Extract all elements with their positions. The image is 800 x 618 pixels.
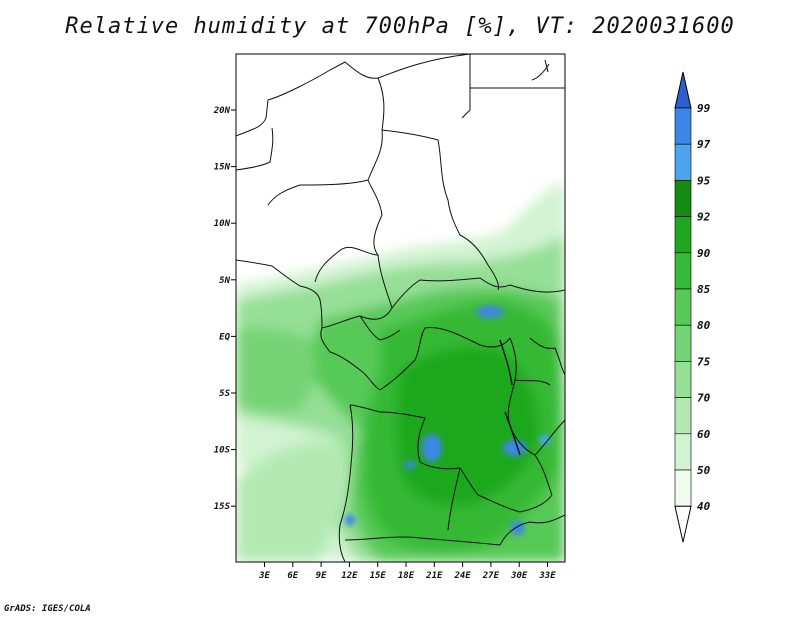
- lat-label: 5N: [219, 276, 230, 286]
- lon-label: 3E: [258, 571, 270, 581]
- lat-label: 15S: [214, 502, 231, 512]
- colorbar-label: 60: [697, 428, 711, 441]
- lat-label: 5S: [219, 389, 230, 399]
- longitude-axis: 3E 6E 9E 12E 15E 18E 21E 24E 27E 30E 33E: [258, 562, 556, 581]
- colorbar-segment: [674, 143, 692, 181]
- latitude-axis: 20N 15N 10N 5N EQ 5S 10S 15S: [213, 106, 236, 512]
- lat-label: 15N: [214, 163, 231, 173]
- colorbar-top-arrow: [674, 71, 692, 109]
- lat-label: 10S: [214, 446, 231, 456]
- country-borders: [236, 54, 565, 562]
- lon-label: 6E: [287, 571, 298, 581]
- software-credit: GrADS: IGES/COLA: [4, 604, 91, 614]
- colorbar-label: 97: [697, 138, 711, 151]
- lon-label: 33E: [538, 571, 556, 581]
- lon-label: 12E: [341, 571, 358, 581]
- colorbar-label: 85: [697, 283, 711, 296]
- colorbar-label: 70: [697, 392, 711, 405]
- colorbar-segment: [674, 216, 692, 254]
- colorbar-bottom-arrow: [674, 505, 692, 543]
- lon-label: 15E: [370, 571, 387, 581]
- humidity-area-core: [396, 346, 540, 507]
- colorbar-segment: [674, 324, 692, 362]
- map-frame: [235, 53, 566, 563]
- humidity-plume-west: [236, 440, 350, 562]
- lat-label: 20N: [213, 106, 231, 116]
- lon-label: 24E: [453, 571, 471, 581]
- colorbar-segment: [674, 107, 692, 145]
- lon-label: 18E: [398, 571, 415, 581]
- saturated-patch: [404, 461, 416, 469]
- colorbar-segment: [674, 180, 692, 217]
- colorbar-label: 90: [697, 247, 711, 260]
- colorbar-label: 80: [697, 319, 711, 332]
- saturated-patch: [476, 306, 504, 318]
- colorbar-segment: [674, 469, 692, 507]
- colorbar-segment: [674, 288, 692, 326]
- colorbar-label: 75: [697, 355, 711, 368]
- colorbar-label: 95: [697, 174, 711, 187]
- saturated-patch: [539, 435, 551, 445]
- colorbar-label: 50: [697, 464, 711, 477]
- lon-label: 30E: [510, 571, 528, 581]
- colorbar-label: 99: [697, 102, 711, 115]
- lat-label: 10N: [214, 219, 231, 229]
- colorbar-segment: [674, 433, 692, 471]
- humidity-coast-band: [236, 328, 316, 413]
- colorbar: 99 97 95 92 90 85 80 75 70 60 50 40: [674, 71, 711, 543]
- lon-label: 9E: [316, 571, 327, 581]
- colorbar-segment: [674, 397, 692, 435]
- colorbar-segment: [674, 361, 692, 398]
- saturated-patch: [422, 434, 442, 462]
- lat-label: EQ: [219, 332, 230, 342]
- saturated-patch: [511, 521, 525, 535]
- colorbar-label: 40: [697, 500, 711, 513]
- lon-label: 27E: [482, 571, 500, 581]
- saturated-patch: [345, 514, 355, 526]
- map-panel: [236, 54, 565, 562]
- lon-label: 21E: [425, 571, 443, 581]
- saturated-patch: [503, 440, 527, 456]
- chart-title: Relative humidity at 700hPa [%], VT: 202…: [65, 14, 735, 39]
- colorbar-segment: [674, 252, 692, 290]
- colorbar-label: 92: [697, 211, 711, 224]
